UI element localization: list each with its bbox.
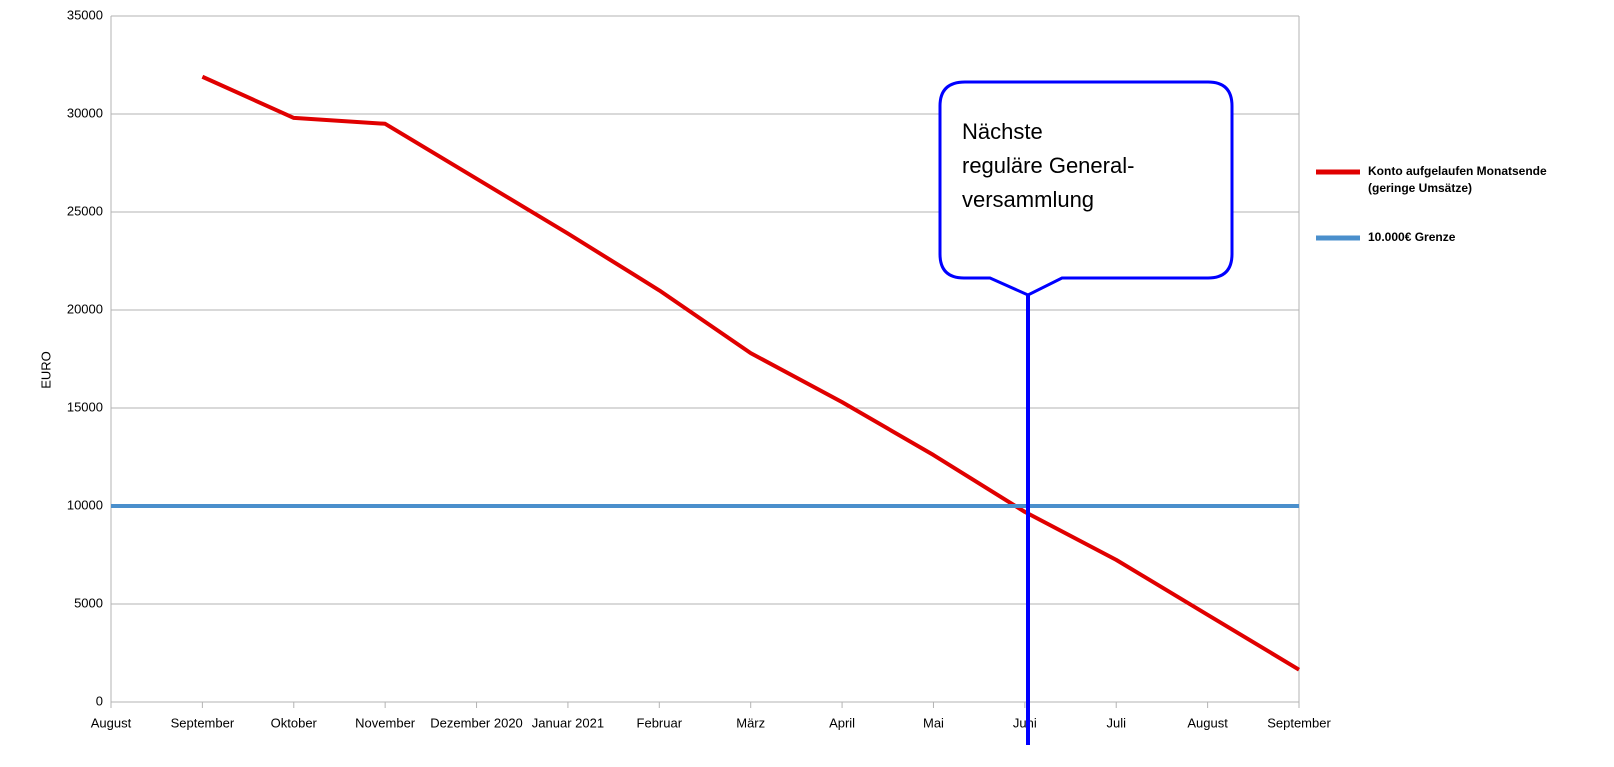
x-tick-label: Oktober	[271, 715, 318, 730]
x-tick-label: Dezember 2020	[430, 715, 523, 730]
annotation-text: reguläre General-	[962, 153, 1134, 178]
y-tick-label: 35000	[67, 7, 103, 22]
annotation-text: Nächste	[962, 119, 1043, 144]
x-tick-label: April	[829, 715, 855, 730]
legend-label: Konto aufgelaufen Monatsende	[1368, 164, 1547, 178]
y-tick-label: 20000	[67, 301, 103, 316]
y-tick-label: 15000	[67, 399, 103, 414]
x-tick-label: September	[1267, 715, 1331, 730]
series-line	[201, 74, 1301, 672]
y-tick-label: 0	[96, 693, 103, 708]
y-tick-label: 25000	[67, 203, 103, 218]
callout-box	[938, 80, 1234, 297]
x-tick-label: Juni	[1013, 715, 1037, 730]
x-tick-label: Mai	[923, 715, 944, 730]
y-tick-label: 30000	[67, 105, 103, 120]
legend-label: 10.000€ Grenze	[1368, 230, 1456, 244]
x-tick-label: Januar 2021	[532, 715, 604, 730]
x-tick-label: Februar	[637, 715, 683, 730]
y-axis-label: EURO	[38, 351, 53, 389]
x-tick-label: März	[736, 715, 765, 730]
x-tick-label: Juli	[1106, 715, 1126, 730]
x-tick-label: August	[91, 715, 132, 730]
x-tick-label: November	[355, 715, 416, 730]
annotation-text: versammlung	[962, 187, 1094, 212]
legend-label: (geringe Umsätze)	[1368, 181, 1472, 195]
x-tick-label: August	[1187, 715, 1228, 730]
y-tick-label: 10000	[67, 497, 103, 512]
y-tick-label: 5000	[74, 595, 103, 610]
x-tick-label: September	[171, 715, 235, 730]
